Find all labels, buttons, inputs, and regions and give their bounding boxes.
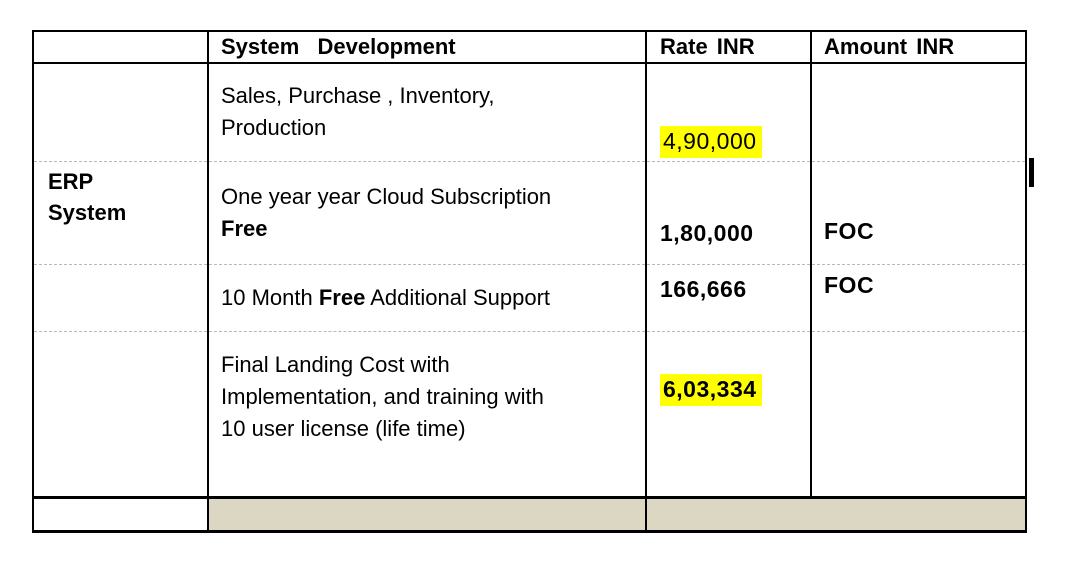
footer-cell-empty <box>32 495 209 533</box>
highlighted-rate-value: 6,03,334 <box>660 373 762 406</box>
table-header-row: System Development Rate INR Amount INR <box>32 30 1027 64</box>
header-system-development: System Development <box>207 30 647 64</box>
amount-value: FOC <box>824 271 875 298</box>
label-cell-empty <box>32 330 209 497</box>
row-group-label-line: System <box>48 199 127 225</box>
rate-cell: 166,666 <box>645 263 812 331</box>
row-group-label-line: ERP <box>48 168 94 194</box>
rate-cell: 6,03,334 <box>645 330 812 497</box>
amount-value: FOC <box>824 217 875 244</box>
label-cell-empty <box>32 62 209 161</box>
description-segment: 10 Month <box>221 284 319 310</box>
rate-value: 166,666 <box>660 275 747 302</box>
table-row: 10 Month Free Additional Support 166,666… <box>32 263 1027 331</box>
table-row: Final Landing Cost with Implementation, … <box>32 330 1027 497</box>
description-line: Final Landing Cost with <box>221 351 450 377</box>
description-line-bold: Free <box>221 215 268 241</box>
rate-cell: 4,90,000 <box>645 62 812 161</box>
footer-cell-shaded <box>207 495 647 533</box>
description-cell: One year year Cloud Subscription Free <box>207 160 647 264</box>
description-cell: Sales, Purchase , Inventory, Production <box>207 62 647 161</box>
description-line: Production <box>221 115 327 141</box>
highlighted-rate-value: 4,90,000 <box>660 125 762 158</box>
header-rate-inr: Rate INR <box>645 30 812 64</box>
description-cell: 10 Month Free Additional Support <box>207 263 647 331</box>
label-cell-empty <box>32 263 209 331</box>
description-line: Sales, Purchase , Inventory, <box>221 83 495 109</box>
description-line: 10 user license (life time) <box>221 415 466 441</box>
amount-cell: FOC <box>810 263 1027 331</box>
description-line: Implementation, and training with <box>221 383 544 409</box>
erp-pricing-table: System Development Rate INR Amount INR S… <box>32 30 1027 533</box>
row-group-label-cell: ERP System <box>32 160 209 264</box>
header-amount-inr: Amount INR <box>810 30 1027 64</box>
description-line: One year year Cloud Subscription <box>221 183 552 209</box>
table-row: ERP System One year year Cloud Subscript… <box>32 160 1027 264</box>
table-footer-row <box>32 495 1027 533</box>
text-cursor-artifact <box>1029 158 1034 187</box>
header-empty-cell <box>32 30 209 64</box>
description-cell: Final Landing Cost with Implementation, … <box>207 330 647 497</box>
rate-value: 1,80,000 <box>660 219 754 246</box>
amount-cell-empty <box>810 62 1027 161</box>
description-segment-bold: Free <box>318 284 366 310</box>
amount-cell: FOC <box>810 160 1027 264</box>
table-row: Sales, Purchase , Inventory, Production … <box>32 62 1027 161</box>
footer-cell-shaded-merged <box>645 495 1027 533</box>
description-segment: Additional Support <box>365 284 551 310</box>
amount-cell-empty <box>810 330 1027 497</box>
rate-cell: 1,80,000 <box>645 160 812 264</box>
